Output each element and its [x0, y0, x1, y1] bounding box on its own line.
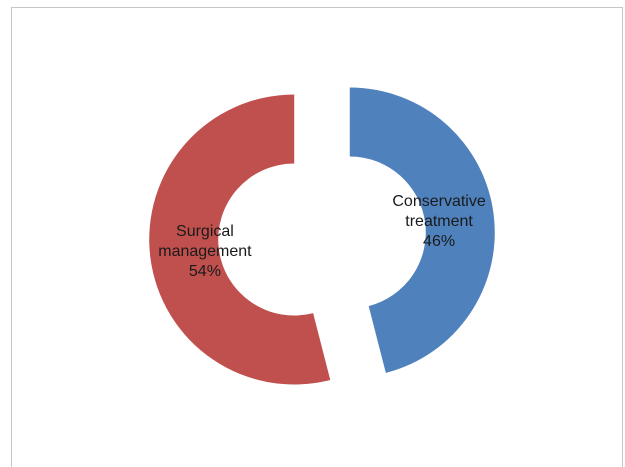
slice-surgical-management — [149, 94, 331, 385]
data-label-conservative-treatment: Conservative treatment 46% — [392, 193, 485, 250]
slice-conservative-treatment — [349, 87, 495, 373]
data-label-surgical-management: Surgical management 54% — [158, 223, 252, 280]
chart-area — [11, 7, 623, 467]
